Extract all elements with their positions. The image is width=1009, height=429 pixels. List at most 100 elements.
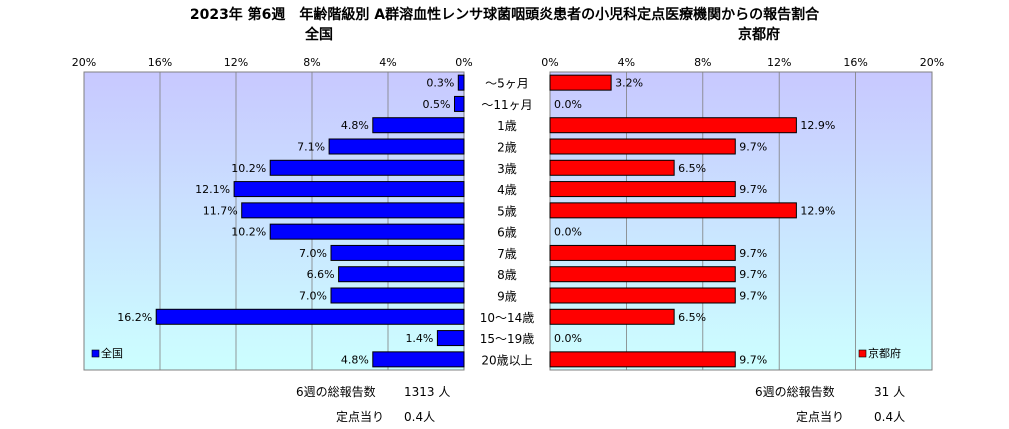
legend-label: 全国 bbox=[101, 346, 123, 360]
category-label: 10～14歳 bbox=[480, 311, 535, 325]
national-panel-title: 全国 bbox=[305, 27, 333, 43]
data-label: 10.2% bbox=[231, 162, 266, 175]
category-label: 15～19歳 bbox=[480, 332, 535, 346]
data-label: 9.7% bbox=[739, 247, 767, 260]
x-tick-label: 4% bbox=[618, 56, 635, 69]
bar bbox=[549, 308, 675, 325]
kyoto-panel-title: 京都府 bbox=[738, 27, 780, 43]
data-label: 12.9% bbox=[800, 119, 835, 132]
category-label: 7歳 bbox=[497, 247, 517, 261]
category-label: 20歳以上 bbox=[481, 353, 532, 367]
category-label: 9歳 bbox=[497, 290, 517, 304]
data-label: 9.7% bbox=[739, 268, 767, 281]
plot-area bbox=[83, 71, 465, 371]
data-label: 12.1% bbox=[195, 183, 230, 196]
x-tick-label: 0% bbox=[455, 56, 472, 69]
data-label: 0.0% bbox=[554, 98, 582, 111]
kyoto-chart: 0% 4% 8% 12% 16% 20% 3.2% 0.0% 12.9% 9.7% 6.5% 9.7%… bbox=[541, 56, 944, 371]
data-label: 7.1% bbox=[297, 141, 325, 154]
category-labels: ～5ヶ月 ～11ヶ月 1歳 2歳 3歳 4歳 5歳 6歳 7歳 8歳 9歳 10～14歳 15～19歳 2… bbox=[480, 77, 535, 368]
category-label: 4歳 bbox=[497, 183, 517, 197]
data-label: 9.7% bbox=[739, 141, 767, 154]
bar bbox=[269, 223, 465, 240]
data-label: 6.5% bbox=[678, 162, 706, 175]
x-tick-label: 16% bbox=[148, 56, 172, 69]
data-label: 0.0% bbox=[554, 332, 582, 345]
data-label: 9.7% bbox=[739, 183, 767, 196]
bar bbox=[328, 138, 465, 155]
data-label: 10.2% bbox=[231, 226, 266, 239]
bar bbox=[549, 74, 612, 91]
data-label: 9.7% bbox=[739, 353, 767, 366]
bar bbox=[269, 159, 465, 176]
data-label: 0.3% bbox=[426, 77, 454, 90]
legend: 京都府 bbox=[858, 346, 901, 360]
bar bbox=[549, 202, 797, 219]
chart-title: 2023年 第6週 年齢階級別 A群溶血性レンサ球菌咽頭炎患者の小児科定点医療機… bbox=[189, 7, 820, 23]
x-tick-label: 12% bbox=[224, 56, 248, 69]
bar bbox=[549, 287, 736, 304]
legend-swatch bbox=[91, 349, 100, 358]
category-label: ～11ヶ月 bbox=[481, 98, 532, 112]
data-label: 7.0% bbox=[299, 247, 327, 260]
kyoto-total-label: 6週の総報告数 bbox=[755, 385, 835, 399]
data-label: 3.2% bbox=[615, 77, 643, 90]
data-label: 6.5% bbox=[678, 311, 706, 324]
bar bbox=[454, 95, 465, 112]
bar bbox=[338, 266, 465, 283]
bar bbox=[549, 244, 736, 261]
kyoto-per-label: 定点当り bbox=[796, 410, 845, 424]
kyoto-per-value: 0.4人 bbox=[874, 410, 906, 424]
national-chart: 0%4%8%12%16%20%0.3%0.5%4.8%7.1%10.2%12.1… bbox=[72, 56, 473, 371]
national-per-label: 定点当り bbox=[336, 410, 385, 424]
data-label: 0.5% bbox=[423, 98, 451, 111]
legend-swatch bbox=[858, 349, 867, 358]
x-tick-label: 16% bbox=[843, 56, 867, 69]
bar bbox=[233, 181, 465, 198]
data-label: 6.6% bbox=[307, 268, 335, 281]
bar bbox=[549, 117, 797, 134]
data-label: 7.0% bbox=[299, 290, 327, 303]
data-label: 11.7% bbox=[203, 204, 238, 217]
data-label: 4.8% bbox=[341, 119, 369, 132]
bar bbox=[436, 330, 465, 347]
category-label: ～5ヶ月 bbox=[485, 77, 529, 91]
national-total-value: 1313 人 bbox=[404, 385, 451, 399]
x-tick-label: 20% bbox=[920, 56, 944, 69]
bar bbox=[549, 266, 736, 283]
national-per-value: 0.4人 bbox=[404, 410, 436, 424]
bar bbox=[330, 287, 465, 304]
x-tick-label: 20% bbox=[72, 56, 96, 69]
category-label: 3歳 bbox=[497, 162, 517, 176]
category-label: 5歳 bbox=[497, 204, 517, 218]
x-tick-label: 4% bbox=[379, 56, 396, 69]
data-label: 1.4% bbox=[405, 332, 433, 345]
category-label: 6歳 bbox=[497, 226, 517, 240]
x-tick-label: 8% bbox=[303, 56, 320, 69]
bar bbox=[155, 308, 465, 325]
data-label: 0.0% bbox=[554, 226, 582, 239]
category-label: 2歳 bbox=[497, 141, 517, 155]
x-tick-label: 8% bbox=[694, 56, 711, 69]
x-tick-label: 12% bbox=[767, 56, 791, 69]
legend: 全国 bbox=[91, 346, 123, 360]
bar bbox=[372, 351, 465, 368]
category-label: 8歳 bbox=[497, 268, 517, 282]
legend-label: 京都府 bbox=[868, 346, 901, 360]
bar bbox=[549, 138, 736, 155]
kyoto-total-value: 31 人 bbox=[874, 385, 906, 399]
category-label: 1歳 bbox=[497, 119, 517, 133]
data-label: 4.8% bbox=[341, 353, 369, 366]
data-label: 9.7% bbox=[739, 290, 767, 303]
national-total-label: 6週の総報告数 bbox=[296, 385, 376, 399]
bar bbox=[549, 159, 675, 176]
data-label: 16.2% bbox=[117, 311, 152, 324]
data-label: 12.9% bbox=[800, 204, 835, 217]
plot-area bbox=[549, 71, 933, 371]
bar bbox=[549, 181, 736, 198]
bar bbox=[549, 351, 736, 368]
bar bbox=[330, 244, 465, 261]
bar bbox=[372, 117, 465, 134]
bar bbox=[457, 74, 465, 91]
